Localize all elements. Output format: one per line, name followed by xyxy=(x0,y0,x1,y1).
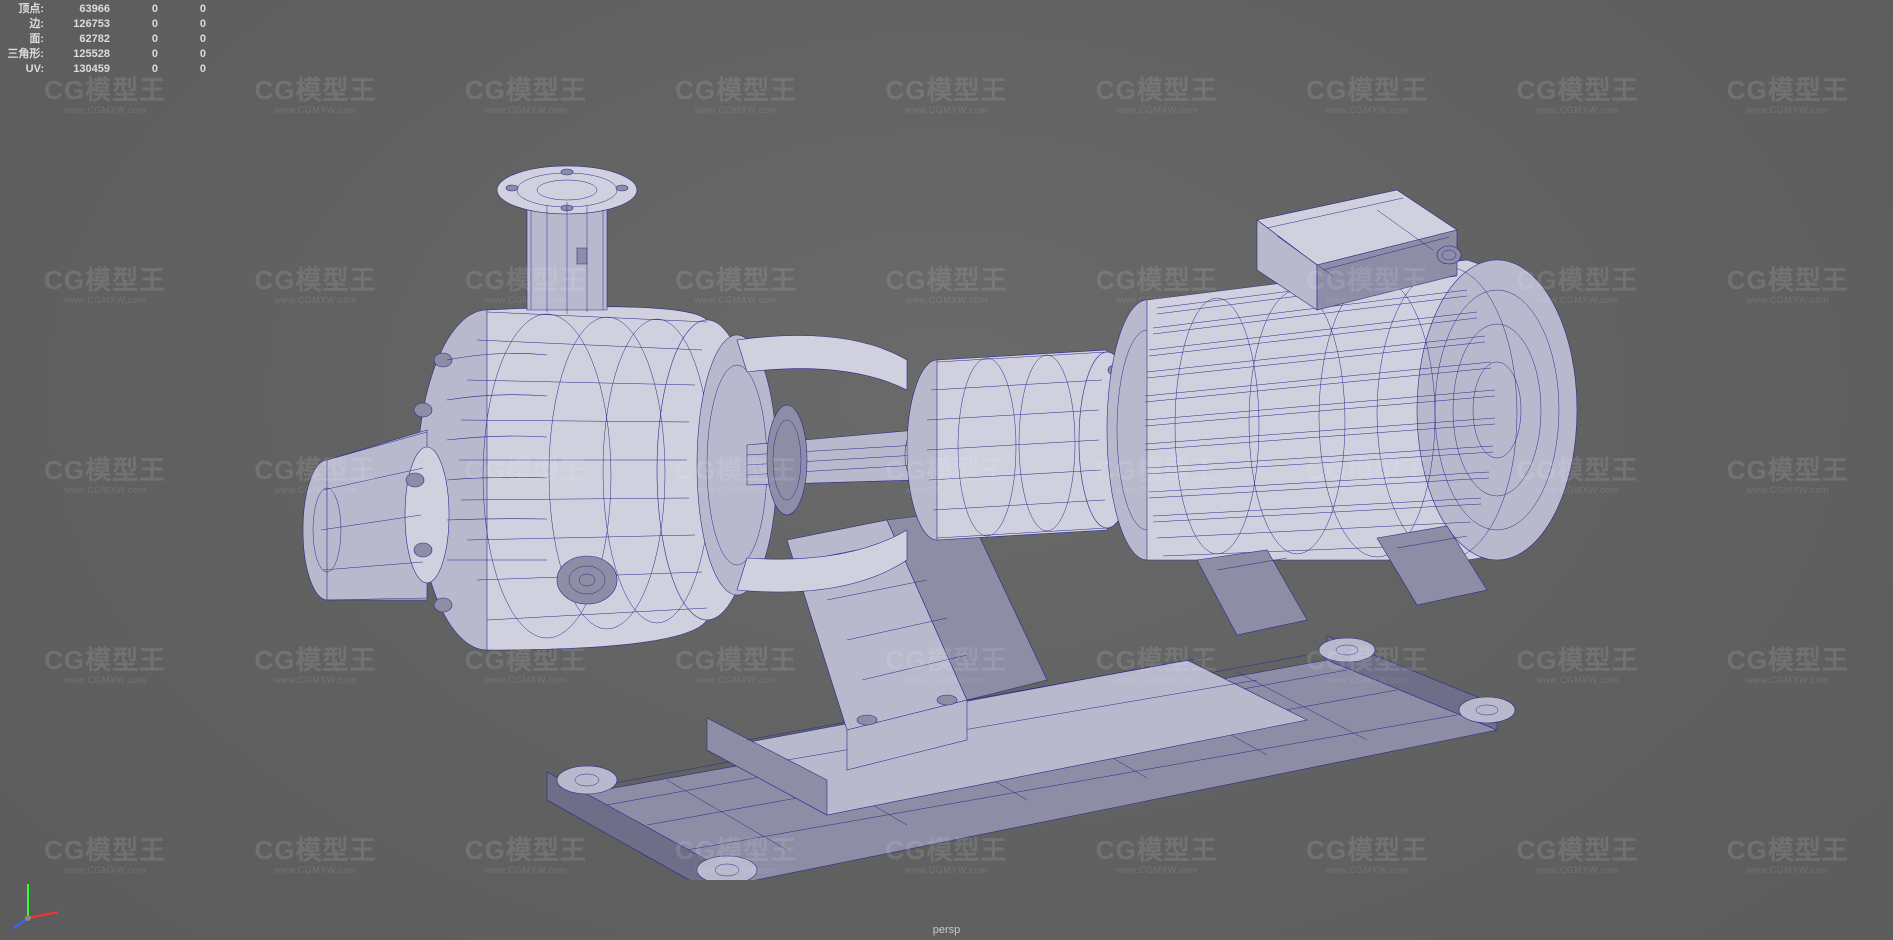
view-axis-gizmo[interactable] xyxy=(10,870,70,930)
hud-val: 0 xyxy=(158,62,206,77)
motor-body xyxy=(1107,260,1577,635)
poly-count-hud: 顶点:6396600 边:12675300 面:6278200 三角形:1255… xyxy=(0,0,212,79)
viewport-3d[interactable] xyxy=(0,0,1893,940)
hud-val: 0 xyxy=(110,32,158,47)
hud-val: 62782 xyxy=(48,32,110,47)
hud-val: 0 xyxy=(110,47,158,62)
pump-casing xyxy=(303,307,757,650)
hud-label: 三角形: xyxy=(6,47,48,62)
hud-val: 0 xyxy=(158,32,206,47)
hud-label: 顶点: xyxy=(6,2,48,17)
hud-row: 面:6278200 xyxy=(6,32,206,47)
hud-val: 126753 xyxy=(48,17,110,32)
hud-row: 三角形:12552800 xyxy=(6,47,206,62)
hud-val: 0 xyxy=(110,62,158,77)
hud-row: 边:12675300 xyxy=(6,17,206,32)
coupling-housing xyxy=(907,350,1138,540)
hud-val: 0 xyxy=(158,47,206,62)
camera-name-label: persp xyxy=(933,924,961,936)
wireframe-model xyxy=(147,60,1747,880)
hud-val: 130459 xyxy=(48,62,110,77)
hud-val: 0 xyxy=(158,17,206,32)
hud-val: 63966 xyxy=(48,2,110,17)
hud-label: UV: xyxy=(6,62,48,77)
hud-val: 0 xyxy=(110,2,158,17)
hud-val: 125528 xyxy=(48,47,110,62)
hud-row: UV:13045900 xyxy=(6,62,206,77)
hud-label: 边: xyxy=(6,17,48,32)
top-flange xyxy=(497,166,637,314)
hud-label: 面: xyxy=(6,32,48,47)
hud-val: 0 xyxy=(158,2,206,17)
hud-row: 顶点:6396600 xyxy=(6,2,206,17)
hud-val: 0 xyxy=(110,17,158,32)
